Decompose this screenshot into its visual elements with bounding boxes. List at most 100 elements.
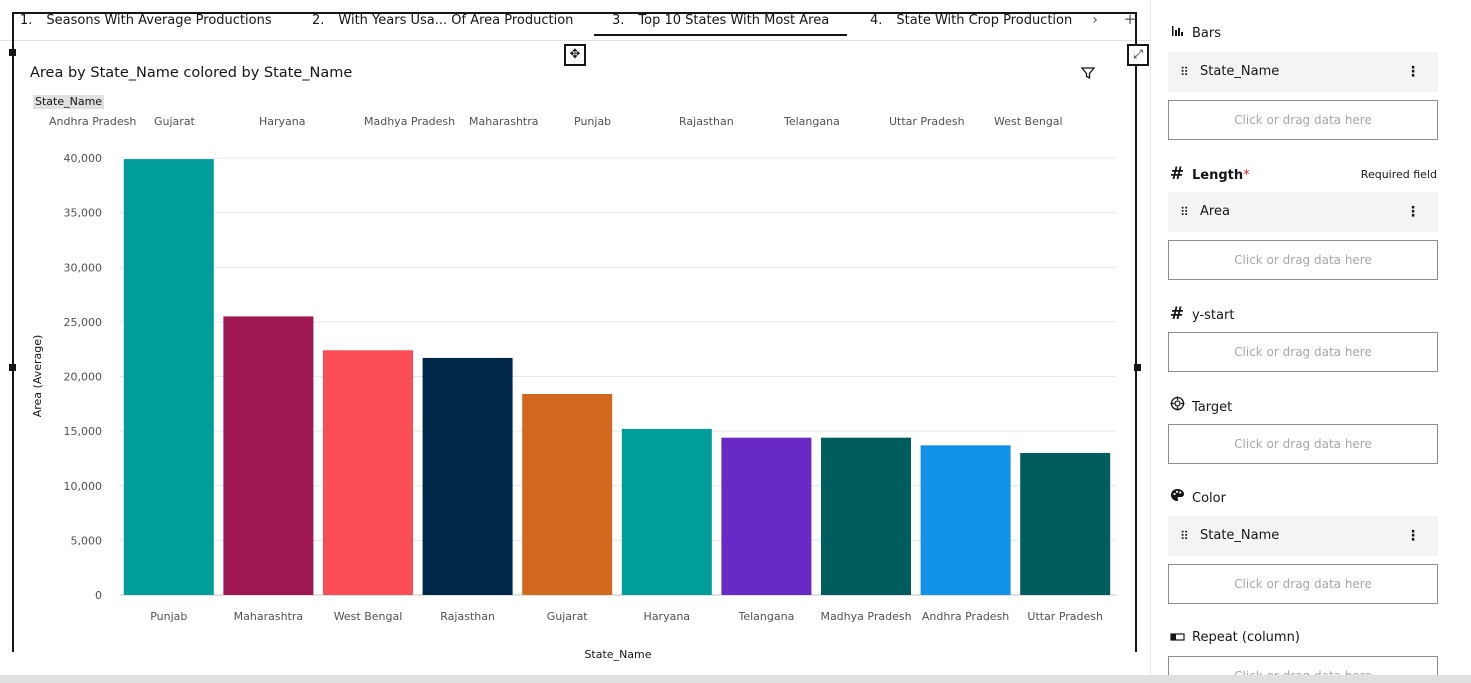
- length-field-chip[interactable]: ⠿ Area ⋮: [1168, 192, 1438, 232]
- repeat-title: Repeat (column): [1192, 630, 1300, 645]
- length-title: Length: [1192, 168, 1244, 183]
- drag-handle-icon[interactable]: ⠿: [1180, 205, 1189, 219]
- y-axis-title: Area (Average): [31, 335, 44, 418]
- legend-item[interactable]: Maharashtra: [469, 115, 539, 128]
- y-tick-label: 10,000: [64, 480, 103, 493]
- color-drop-zone[interactable]: Click or drag data here: [1168, 564, 1438, 604]
- legend-item[interactable]: Madhya Pradesh: [364, 115, 456, 128]
- bar[interactable]: [123, 159, 214, 595]
- ystart-section-header: # y-start: [1168, 304, 1235, 324]
- resize-handle-top-left[interactable]: [9, 49, 16, 56]
- expand-icon[interactable]: ⤢: [1127, 44, 1149, 66]
- tab-bar: 1. Seasons With Average Productions 2. Wit…: [0, 0, 1150, 41]
- y-tick-label: 5,000: [71, 534, 103, 547]
- target-title: Target: [1192, 400, 1233, 415]
- legend-item[interactable]: Punjab: [574, 115, 612, 128]
- color-section-header: Color: [1168, 488, 1226, 508]
- legend-item[interactable]: West Bengal: [994, 115, 1063, 128]
- bars-title: Bars: [1192, 26, 1222, 41]
- tab-seasons[interactable]: 1. Seasons With Average Productions: [20, 0, 272, 40]
- required-field-note: Required field: [1360, 168, 1437, 181]
- legend-item[interactable]: Uttar Pradesh: [889, 115, 965, 128]
- drag-handle-icon[interactable]: ⠿: [1180, 65, 1189, 79]
- horizontal-scrollbar[interactable]: [0, 675, 1471, 683]
- x-axis-title: State_Name: [584, 648, 651, 661]
- tab-number: 3.: [612, 13, 625, 28]
- x-tick-label: Punjab: [150, 610, 187, 623]
- tab-label: With Years Usa... Of Area Production: [338, 13, 574, 28]
- bar[interactable]: [621, 428, 712, 595]
- bar[interactable]: [323, 350, 413, 595]
- bar[interactable]: [920, 445, 1011, 595]
- length-drop-zone[interactable]: Click or drag data here: [1168, 240, 1438, 280]
- bar[interactable]: [223, 316, 314, 595]
- palette-icon: [1168, 488, 1186, 509]
- hash-icon: #: [1169, 164, 1185, 184]
- x-tick-label: Rajasthan: [440, 610, 495, 623]
- ystart-title: y-start: [1192, 308, 1235, 323]
- legend-item[interactable]: Haryana: [259, 115, 306, 128]
- tab-state-crop[interactable]: 4. State With Crop Production: [870, 0, 1072, 40]
- resize-handle-left[interactable]: [9, 364, 16, 371]
- ystart-drop-zone[interactable]: Click or drag data here: [1168, 332, 1438, 372]
- filter-icon[interactable]: [1080, 65, 1096, 81]
- x-tick-label: West Bengal: [334, 610, 403, 623]
- tab-label: Seasons With Average Productions: [46, 13, 272, 28]
- repeat-column-icon: [1168, 628, 1186, 648]
- tab-top-10-states[interactable]: 3. Top 10 States With Most Area: [594, 0, 848, 40]
- add-tab-button[interactable]: +: [1123, 10, 1137, 28]
- drag-handle-icon[interactable]: ⠿: [1180, 529, 1189, 543]
- bar-chart: 0 5,000 10,000 15,000 20,000 25,000 30,000 35,0…: [31, 152, 1116, 661]
- bars-drop-zone[interactable]: Click or drag data here: [1168, 100, 1438, 140]
- x-tick-label: Gujarat: [547, 610, 589, 623]
- legend-item[interactable]: Rajasthan: [679, 115, 734, 128]
- y-tick-label: 30,000: [64, 261, 103, 274]
- chip-label: Area: [1200, 204, 1230, 219]
- tab-label: State With Crop Production: [896, 13, 1073, 28]
- tab-number: 4.: [870, 13, 883, 28]
- chevron-right-icon[interactable]: ›: [1092, 12, 1098, 28]
- tab-number: 1.: [20, 13, 33, 28]
- overflow-menu-icon[interactable]: ⋮: [1406, 204, 1420, 220]
- bar[interactable]: [721, 437, 812, 595]
- y-tick-label: 0: [95, 589, 102, 602]
- move-icon[interactable]: ✥: [564, 44, 586, 66]
- x-tick-label: Uttar Pradesh: [1027, 610, 1103, 623]
- y-tick-label: 25,000: [64, 316, 103, 329]
- tab-number: 2.: [312, 13, 325, 28]
- y-tick-label: 15,000: [64, 425, 103, 438]
- target-drop-zone[interactable]: Click or drag data here: [1168, 424, 1438, 464]
- chart-widget[interactable]: [12, 12, 1137, 652]
- legend-item[interactable]: Telangana: [784, 115, 840, 128]
- x-tick-label: Haryana: [644, 610, 691, 623]
- color-field-chip[interactable]: ⠿ State_Name ⋮: [1168, 516, 1438, 556]
- chip-label: State_Name: [1200, 64, 1280, 79]
- tab-years[interactable]: 2. With Years Usa... Of Area Production: [312, 0, 573, 40]
- bar[interactable]: [821, 437, 911, 595]
- length-section-header: # Length*: [1168, 164, 1250, 184]
- chip-label: State_Name: [1200, 528, 1280, 543]
- color-title: Color: [1192, 491, 1226, 506]
- x-tick-label: Telangana: [737, 610, 794, 623]
- resize-handle-right[interactable]: [1134, 364, 1141, 371]
- x-tick-label: Madhya Pradesh: [820, 610, 911, 623]
- target-icon: [1168, 396, 1186, 418]
- bar[interactable]: [522, 393, 613, 595]
- required-star: *: [1243, 168, 1250, 183]
- overflow-menu-icon[interactable]: ⋮: [1406, 64, 1420, 80]
- bar[interactable]: [422, 357, 513, 595]
- y-tick-label: 35,000: [64, 207, 103, 220]
- overflow-menu-icon[interactable]: ⋮: [1406, 528, 1420, 544]
- bars-section-header: Bars: [1168, 24, 1221, 44]
- bars-field-chip[interactable]: ⠿ State_Name ⋮: [1168, 52, 1438, 92]
- x-tick-label: Andhra Pradesh: [922, 610, 1009, 623]
- tab-label: Top 10 States With Most Area: [638, 13, 830, 28]
- y-tick-label: 40,000: [64, 152, 103, 165]
- repeat-section-header: Repeat (column): [1168, 628, 1300, 648]
- properties-panel: Bars ⠿ State_Name ⋮ Click or drag data h…: [1150, 0, 1471, 683]
- bar[interactable]: [1020, 452, 1111, 595]
- legend-item[interactable]: Gujarat: [154, 115, 195, 128]
- bar-chart-icon: [1168, 24, 1186, 44]
- legend-item[interactable]: Andhra Pradesh: [49, 115, 137, 128]
